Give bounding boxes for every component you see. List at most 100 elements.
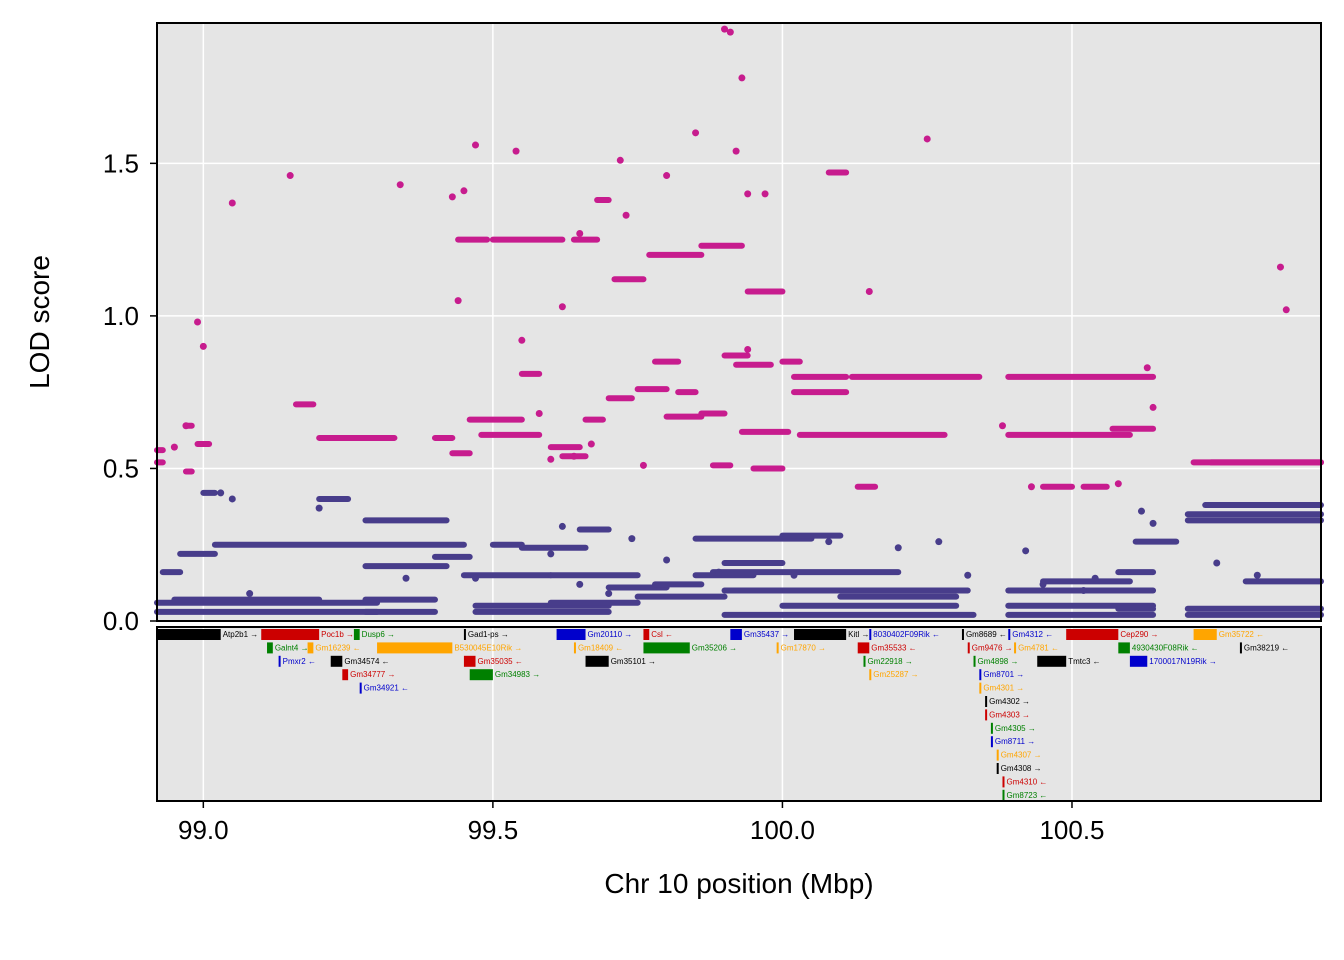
gene-bar bbox=[990, 722, 993, 734]
gene-Galnt4: Galnt4 → bbox=[267, 642, 309, 654]
gene-8030402F09Rik: 8030402F09Rik ← bbox=[869, 629, 940, 640]
lod-point bbox=[616, 156, 624, 164]
gene-label: Kitl → bbox=[848, 630, 869, 639]
gene-label: Gm4303 → bbox=[989, 710, 1030, 719]
gene-label: Gm38219 ← bbox=[1244, 643, 1289, 652]
lod-point bbox=[1149, 519, 1157, 527]
lod-point bbox=[923, 135, 931, 143]
gene-Tmtc3: Tmtc3 ← bbox=[1037, 655, 1101, 667]
lod-point bbox=[692, 129, 700, 137]
gene-label: Gm4308 → bbox=[1001, 764, 1042, 773]
lod-point bbox=[1213, 559, 1221, 567]
gene-Gm8711: Gm8711 → bbox=[990, 736, 1035, 748]
gene-Gm17870: Gm17870 → bbox=[776, 642, 826, 654]
gene-bar bbox=[643, 642, 690, 654]
gene-Gm4312: Gm4312 ← bbox=[1008, 629, 1053, 640]
gene-Gm34574: Gm34574 ← bbox=[330, 655, 390, 667]
gene-Gm35206: Gm35206 → bbox=[643, 642, 737, 654]
gene-Gm34921: Gm34921 ← bbox=[359, 682, 409, 694]
gene-bar bbox=[776, 642, 779, 654]
y-tick-label: 1.5 bbox=[103, 148, 139, 178]
gene-Gm8689: Gm8689 ← bbox=[961, 629, 1007, 640]
gene-frame bbox=[156, 626, 1322, 802]
gene-bar bbox=[996, 749, 999, 761]
lod-series-1 bbox=[154, 25, 1324, 491]
x-tick-label: 99.5 bbox=[468, 815, 519, 845]
lod-point bbox=[894, 544, 902, 552]
lod-point bbox=[1143, 364, 1151, 372]
gene-label: Gm35206 → bbox=[692, 643, 737, 652]
x-axis-ticks: 99.0 99.5 100.0 100.5 bbox=[178, 801, 1105, 845]
lod-point bbox=[535, 410, 543, 418]
lod-point bbox=[964, 571, 972, 579]
gene-Gm8701: Gm8701 → bbox=[979, 669, 1024, 681]
gene-background bbox=[157, 627, 1321, 801]
gene-bar bbox=[1014, 642, 1017, 654]
lod-point bbox=[998, 422, 1006, 430]
lod-point bbox=[639, 461, 647, 469]
gene-bar bbox=[985, 709, 988, 721]
gene-track: Atp2b1 → Galnt4 → Pmxr2 ← Poc1b → Gm16239 ←D… bbox=[157, 629, 1289, 801]
gene-bar bbox=[1118, 642, 1130, 654]
gene-Csl: Csl ← bbox=[643, 629, 673, 640]
gene-label: Cep290 → bbox=[1120, 630, 1158, 639]
gene-bar bbox=[869, 629, 872, 640]
gene-Kitl: Kitl → bbox=[794, 629, 869, 640]
gene-label: Gad1-ps → bbox=[468, 630, 509, 639]
gene-panel: Atp2b1 → Galnt4 → Pmxr2 ← Poc1b → Gm16239 ←D… bbox=[156, 626, 1322, 802]
gene-Gad1-ps: Gad1-ps → bbox=[463, 629, 509, 640]
lod-point bbox=[472, 141, 480, 149]
lod-point bbox=[228, 199, 236, 207]
gene-Gm8723: Gm8723 ← bbox=[1002, 789, 1047, 801]
gene-label: Pmxr2 ← bbox=[283, 657, 316, 666]
gene-bar bbox=[1193, 629, 1217, 640]
gene-label: Gm4781 ← bbox=[1018, 643, 1059, 652]
gene-label: Gm8723 ← bbox=[1006, 791, 1047, 800]
lod-point bbox=[576, 580, 584, 588]
gene-bar bbox=[261, 629, 320, 640]
gene-Pmxr2: Pmxr2 ← bbox=[278, 655, 316, 667]
gene-bar bbox=[730, 629, 742, 640]
gene-bar bbox=[985, 696, 988, 707]
gene-Gm4301: Gm4301 → bbox=[979, 682, 1024, 694]
gene-label: Gm17870 → bbox=[781, 643, 826, 652]
gene-label: Galnt4 → bbox=[275, 643, 309, 652]
x-gridlines bbox=[202, 23, 1073, 621]
gene-gridlines bbox=[202, 627, 1073, 801]
y-axis-ticks: 0.0 0.5 1.0 1.5 bbox=[103, 148, 157, 636]
gene-label: Gm34574 ← bbox=[344, 657, 389, 666]
lod-point bbox=[663, 172, 671, 180]
gene-label: Gm22918 → bbox=[868, 657, 913, 666]
y-axis-title: LOD score bbox=[24, 255, 55, 389]
gene-bar bbox=[463, 629, 466, 640]
gene-Gm16239: Gm16239 ← bbox=[307, 642, 361, 654]
gene-Gm34777: Gm34777 → bbox=[342, 669, 395, 681]
lod-point bbox=[628, 535, 636, 543]
lod-point bbox=[1253, 571, 1261, 579]
gene-bar bbox=[585, 655, 609, 667]
lod-point bbox=[402, 574, 410, 582]
lod-point bbox=[865, 287, 873, 295]
gene-bar bbox=[1002, 789, 1005, 801]
gene-label: Gm8711 → bbox=[995, 737, 1035, 746]
lod-point bbox=[170, 443, 178, 451]
gene-bar bbox=[794, 629, 847, 640]
gene-bar bbox=[857, 642, 870, 654]
lod-series bbox=[154, 25, 1324, 618]
gene-bar bbox=[869, 669, 872, 681]
gene-bar bbox=[1037, 655, 1067, 667]
gene-label: 8030402F09Rik ← bbox=[873, 630, 940, 639]
gene-bar bbox=[1002, 776, 1005, 788]
gene-bar bbox=[267, 642, 273, 654]
gene-bar bbox=[973, 655, 976, 667]
gene-label: Gm34921 ← bbox=[364, 684, 409, 693]
lod-point bbox=[721, 25, 729, 33]
gene-Gm4307: Gm4307 → bbox=[996, 749, 1042, 761]
gene-label: Gm4307 → bbox=[1001, 751, 1042, 760]
gene-label: Gm4305 → bbox=[995, 724, 1036, 733]
gene-label: Gm35035 ← bbox=[478, 657, 523, 666]
gene-label: Dusp6 → bbox=[362, 630, 395, 639]
lod-point bbox=[587, 440, 595, 448]
gene-bar bbox=[573, 642, 576, 654]
gene-label: Gm34983 → bbox=[495, 670, 540, 679]
